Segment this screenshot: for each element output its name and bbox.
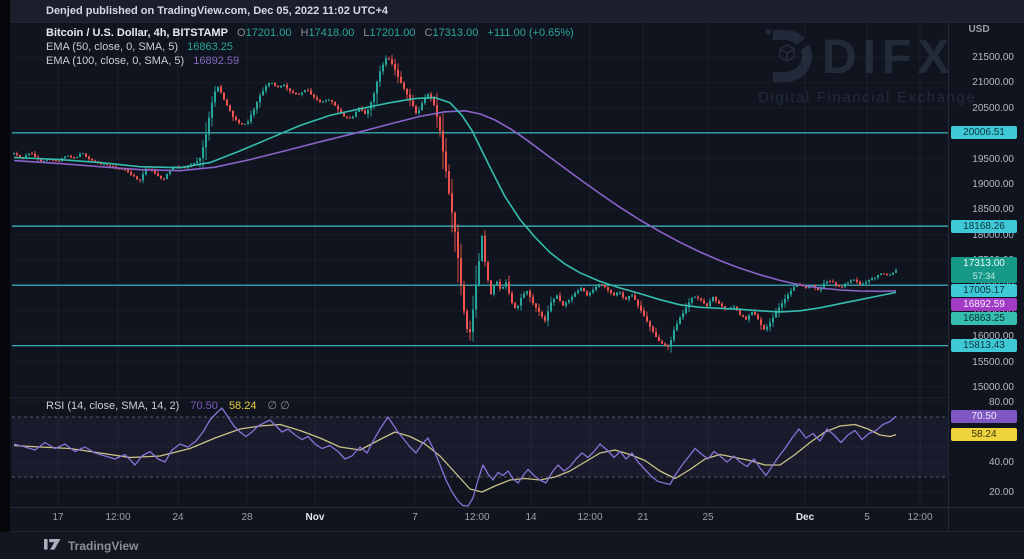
- high-key: H: [300, 27, 309, 39]
- rsi-ma-value: 58.24: [228, 400, 257, 412]
- chart-background: [10, 22, 1024, 532]
- time-tick-label: Nov: [305, 512, 325, 523]
- symbol-title: Bitcoin / U.S. Dollar, 4h, BITSTAMP: [46, 27, 228, 39]
- open-key: O: [237, 27, 246, 39]
- change-value: +111.00 (+0.65%): [487, 27, 574, 39]
- price-tick-label: 18000.00: [972, 229, 1014, 241]
- low-key: L: [363, 27, 370, 39]
- time-tick-label: 21: [637, 512, 649, 523]
- price-level-badge: 16892.59: [951, 298, 1017, 311]
- ema100-value: 16892.59: [193, 55, 240, 67]
- rsi-tick-label: 40.00: [988, 457, 1014, 468]
- price-level-badge: 16863.25: [951, 312, 1017, 325]
- last-price-badge: 17313.00 57:34: [951, 257, 1017, 283]
- time-tick-label: 14: [525, 512, 537, 523]
- legend-ema50-row[interactable]: EMA (50, close, 0, SMA, 5) 16863.25: [46, 40, 574, 54]
- ema50-label: EMA (50, close, 0, SMA, 5): [46, 41, 179, 53]
- open-value: 17201.00: [245, 27, 292, 39]
- ema50-value: 16863.25: [187, 41, 234, 53]
- price-tick-label: 21000.00: [972, 77, 1014, 89]
- close-key: C: [424, 27, 433, 39]
- time-tick-label: 17: [52, 512, 64, 523]
- time-tick-label: 25: [702, 512, 714, 523]
- footer-bar: TradingView: [0, 532, 1024, 559]
- watermark-tagline: Digital Financial Exchange: [758, 89, 977, 106]
- price-tick-label: 16500.00: [950, 306, 1014, 317]
- price-tick-label: 19000.00: [972, 178, 1014, 190]
- time-tick-label: 12:00: [464, 512, 490, 523]
- close-value: 17313.00: [432, 27, 479, 39]
- published-attribution: Denjed published on TradingView.com, Dec…: [46, 5, 389, 17]
- rsi-tick-label: 80.00: [988, 397, 1014, 408]
- tradingview-logo-icon[interactable]: [44, 537, 61, 555]
- watermark-brand: DIFX: [822, 30, 956, 84]
- price-tick-label: 19500.00: [972, 153, 1014, 165]
- difx-watermark: DIFX Digital Financial Exchange: [755, 26, 977, 106]
- price-tick-label: 15500.00: [972, 356, 1014, 368]
- price-tick-label: 16000.00: [972, 331, 1014, 343]
- rsi-value-badge: 58.24: [951, 428, 1017, 441]
- left-border-strip: [0, 0, 10, 559]
- rsi-hidden-plots: ∅ ∅: [267, 400, 290, 412]
- time-tick-label: 5: [864, 512, 870, 523]
- legend-symbol-row[interactable]: Bitcoin / U.S. Dollar, 4h, BITSTAMP O172…: [46, 26, 574, 40]
- rsi-tick-label: 20.00: [988, 487, 1014, 498]
- legend-ema100-row[interactable]: EMA (100, close, 0, SMA, 5) 16892.59: [46, 54, 574, 68]
- difx-logo-icon: [755, 26, 821, 89]
- chart-legend: Bitcoin / U.S. Dollar, 4h, BITSTAMP O172…: [46, 26, 574, 68]
- rsi-label: RSI (14, close, SMA, 14, 2): [46, 400, 180, 412]
- price-tick-label: 15000.00: [972, 382, 1014, 393]
- price-tick-label: 20500.00: [972, 102, 1014, 114]
- price-level-badge: 20006.51: [951, 126, 1017, 139]
- price-level-badge: 17005.17: [951, 284, 1017, 297]
- price-level-badge: 15813.43: [951, 339, 1017, 352]
- price-tick-label: 21500.00: [972, 52, 1014, 63]
- ema100-label: EMA (100, close, 0, SMA, 5): [46, 55, 185, 67]
- price-tick-label: 18500.00: [972, 204, 1014, 216]
- time-tick-label: 7: [412, 512, 418, 523]
- price-level-badge: 18168.26: [951, 220, 1017, 233]
- high-value: 17418.00: [308, 27, 355, 39]
- time-tick-label: 24: [172, 512, 184, 523]
- time-tick-label: 12:00: [105, 512, 131, 523]
- time-tick-label: 12:00: [577, 512, 603, 523]
- rsi-value-badge: 70.50: [951, 410, 1017, 423]
- time-tick-label: Dec: [795, 512, 815, 523]
- price-scale-currency: USD: [968, 24, 990, 35]
- time-tick-label: 12:00: [907, 512, 933, 523]
- low-value: 17201.00: [369, 27, 416, 39]
- rsi-legend-row[interactable]: RSI (14, close, SMA, 14, 2) 70.50 58.24 …: [46, 399, 290, 412]
- tradingview-brand[interactable]: TradingView: [68, 538, 139, 553]
- rsi-value: 70.50: [190, 400, 218, 412]
- time-tick-label: 28: [241, 512, 253, 523]
- header-bar: [10, 0, 1024, 22]
